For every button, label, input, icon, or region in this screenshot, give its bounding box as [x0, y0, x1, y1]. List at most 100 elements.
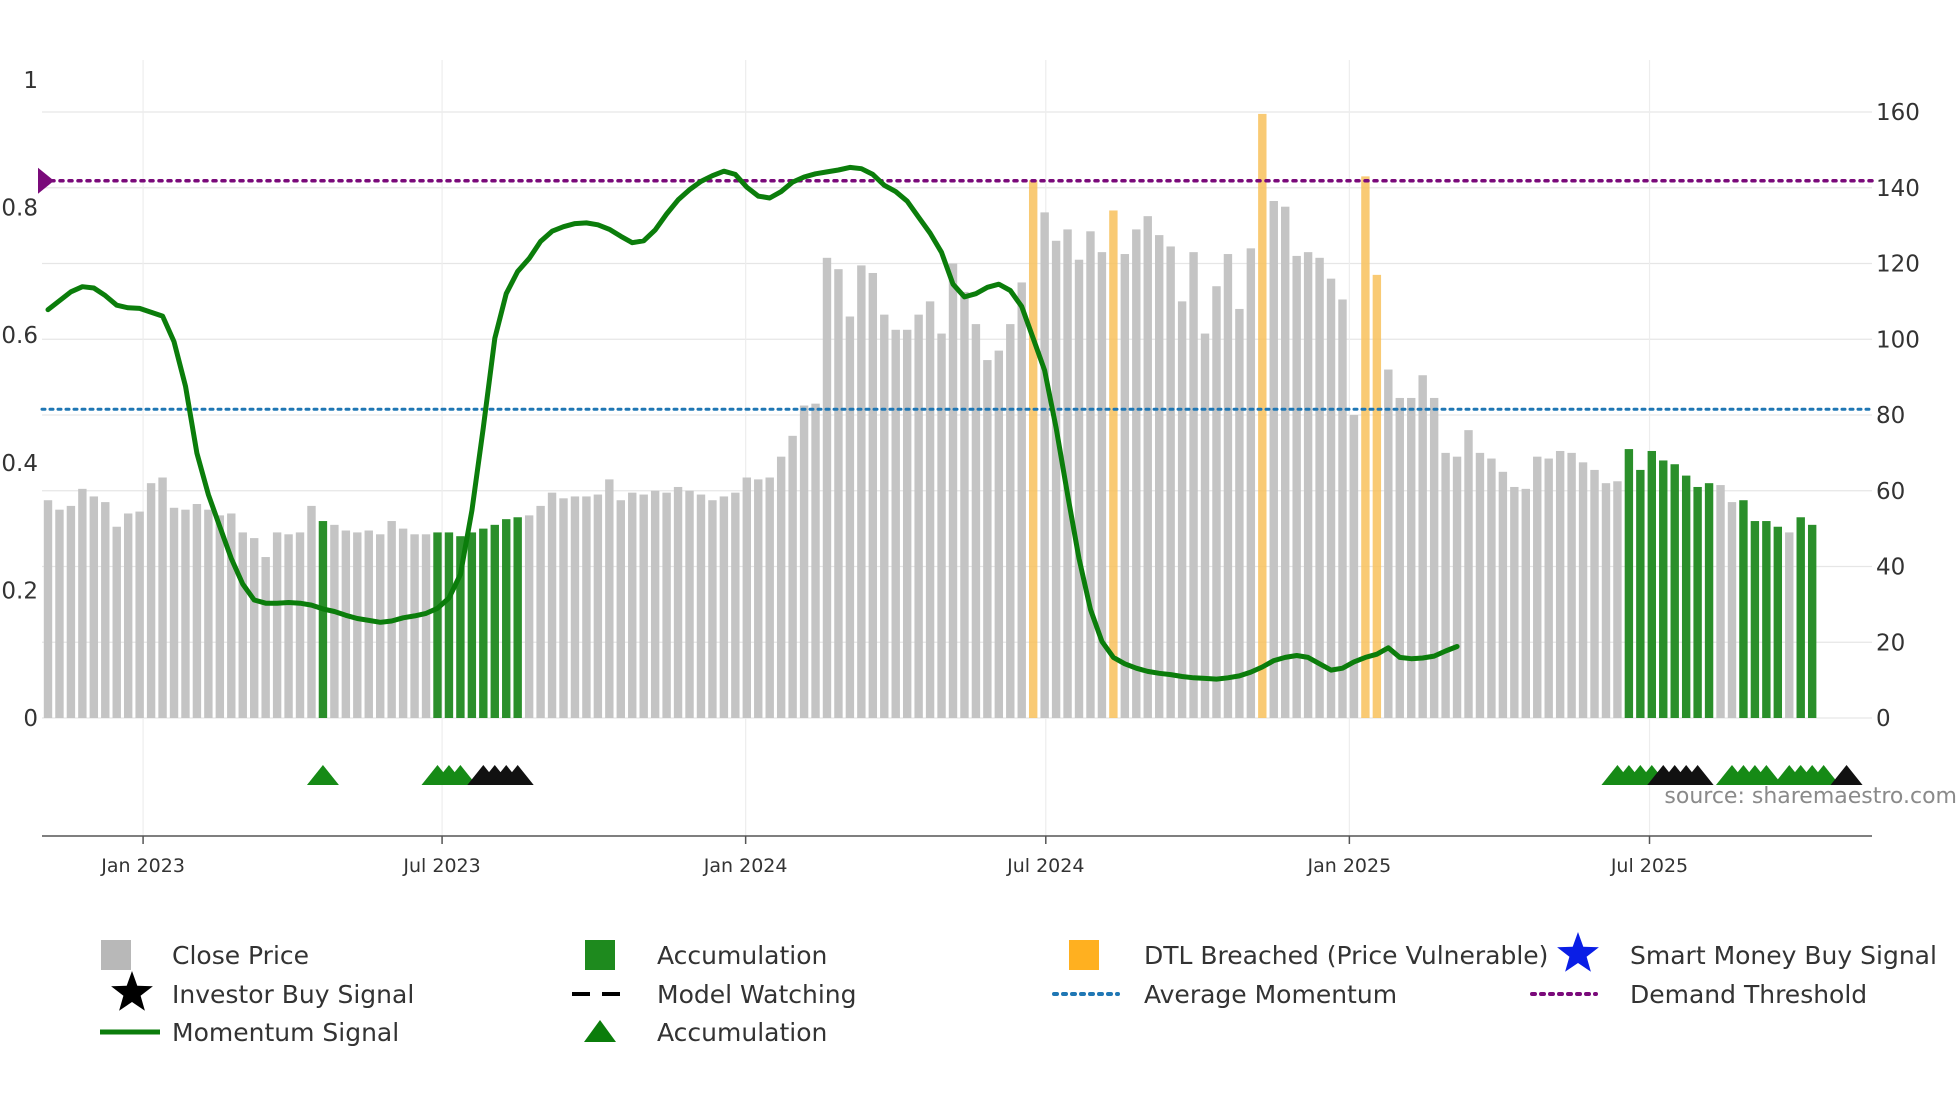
close-price-bar [1269, 201, 1278, 719]
close-price-bar [1533, 456, 1542, 718]
close-price-bar [673, 486, 683, 718]
right-axis-tick-label: 20 [1876, 630, 1905, 656]
close-price-bar [994, 350, 1004, 718]
legend-item: Investor Buy Signal [111, 971, 414, 1011]
accumulation-signal-marker [444, 765, 477, 785]
markers-layer [306, 765, 1863, 785]
close-price-bar [639, 494, 648, 718]
left-axis-tick-label: 1 [23, 68, 38, 94]
legend-label: Accumulation [657, 941, 827, 970]
close-price-bar [880, 314, 889, 718]
close-price-bar [948, 263, 958, 718]
legend-swatch [1069, 940, 1099, 970]
close-price-bar [570, 496, 580, 718]
close-price-bar [307, 505, 316, 718]
legend-label: Average Momentum [1144, 980, 1397, 1009]
close-price-bar [364, 530, 373, 718]
close-price-bar [1521, 488, 1530, 718]
close-price-bar [1555, 450, 1565, 718]
close-price-bar [582, 496, 591, 718]
left-axis-tick-label: 0.2 [1, 578, 38, 604]
investor-signal-marker [501, 765, 534, 785]
accumulation-bar [1750, 521, 1760, 718]
close-price-bar [204, 509, 213, 718]
close-price-bar [719, 496, 729, 718]
left-axis-tick-label: 0.4 [1, 451, 38, 477]
close-price-bar [559, 498, 568, 718]
accumulation-bar [490, 524, 499, 718]
accumulation-bar [502, 519, 511, 718]
close-price-bar [1613, 481, 1622, 718]
close-price-bar [1727, 502, 1737, 718]
accumulation-bar [1796, 517, 1805, 718]
close-price-bar [742, 477, 751, 718]
legend-item: Accumulation [585, 940, 827, 970]
x-tick-label: Jul 2024 [1006, 855, 1084, 877]
close-price-bar [112, 526, 121, 718]
close-price-bar [1441, 452, 1450, 718]
legend-item: Close Price [101, 940, 309, 970]
close-price-bar [181, 509, 190, 718]
close-price-bar [295, 532, 305, 718]
source-label: source: sharemaestro.com [1664, 784, 1957, 809]
close-price-bar [1487, 458, 1496, 718]
investor-signal-marker [1681, 765, 1714, 785]
close-price-bar [1418, 375, 1427, 718]
close-price-bar [765, 477, 774, 718]
close-price-bar [650, 490, 660, 718]
legend-label: Demand Threshold [1630, 980, 1867, 1009]
x-tick-label: Jul 2025 [1610, 855, 1688, 877]
dtl-breached-bar [1372, 274, 1382, 718]
close-price-bar [1429, 397, 1439, 718]
close-price-bar [524, 515, 534, 718]
close-price-bar [1349, 415, 1359, 718]
close-price-bar [1051, 240, 1061, 718]
x-tick-label: Jul 2023 [402, 855, 480, 877]
close-price-bar [101, 502, 110, 718]
right-axis-tick-label: 160 [1876, 100, 1920, 126]
right-axis-tick-label: 40 [1876, 555, 1905, 581]
close-price-bar [1074, 259, 1084, 718]
accumulation-bar [1636, 469, 1645, 718]
close-price-bar [799, 405, 809, 718]
accumulation-bar [1704, 483, 1714, 718]
dtl-breached-bar [1361, 176, 1370, 718]
close-price-bar [1223, 254, 1233, 718]
axes-layer: Jan 2023 Jul 2023 Jan 2024 Jul 2024 Jan 2025… [1, 68, 1919, 877]
close-price-bar [1063, 229, 1072, 718]
close-price-bar [1384, 369, 1393, 718]
close-price-bar [1212, 286, 1221, 718]
close-price-bar [376, 534, 385, 718]
close-price-bar [1452, 456, 1462, 718]
accumulation-signal-marker [1750, 765, 1783, 785]
close-price-bar [845, 316, 855, 718]
close-price-bar [547, 492, 557, 718]
close-price-bar [341, 530, 351, 718]
legend-swatch [585, 940, 615, 970]
close-price-bar [1338, 299, 1347, 718]
close-price-bar [731, 492, 740, 718]
legend-item: Accumulation [584, 1018, 827, 1047]
close-price-bar [135, 511, 144, 718]
legend-label: Investor Buy Signal [172, 980, 414, 1009]
legend-triangle-icon [584, 1020, 616, 1042]
accumulation-bar [433, 532, 442, 718]
accumulation-bar [1807, 524, 1817, 718]
close-price-bar [605, 479, 614, 718]
close-price-bar [1544, 458, 1553, 718]
close-price-bar [616, 500, 625, 718]
close-price-bar [593, 494, 603, 718]
close-price-bar [1086, 231, 1095, 718]
right-axis-tick-label: 0 [1876, 706, 1891, 732]
close-price-bar [78, 488, 87, 718]
legend-item: Average Momentum [1052, 980, 1397, 1009]
accumulation-bar [1624, 449, 1634, 718]
close-price-bar [708, 500, 717, 718]
close-price-bar [227, 513, 236, 718]
close-price-bar [685, 490, 694, 718]
accumulation-bar [1670, 464, 1679, 718]
close-price-bar [1200, 333, 1210, 718]
close-price-bar [353, 532, 362, 718]
close-price-bar [868, 272, 878, 718]
close-price-bar [1578, 462, 1588, 718]
